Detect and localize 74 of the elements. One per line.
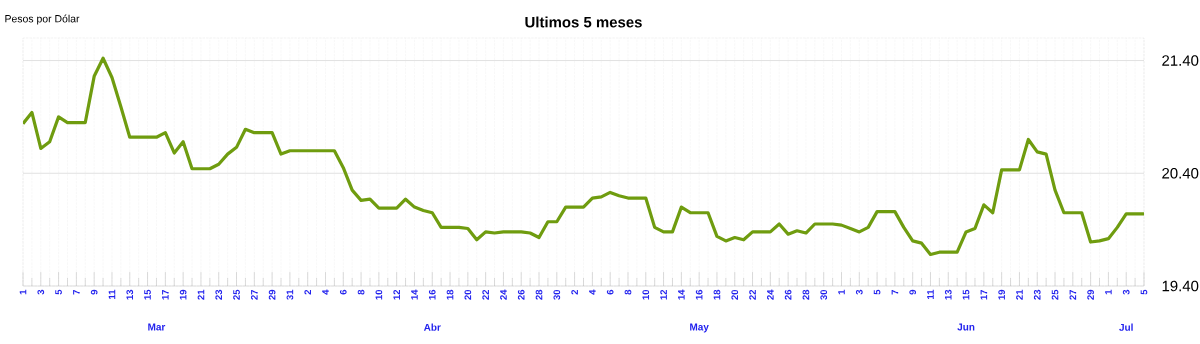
x-tick-label: 21 xyxy=(1016,289,1023,300)
x-tick-label: 5 xyxy=(55,289,62,295)
x-tick-label: 10 xyxy=(375,289,383,300)
x-tick-label: 26 xyxy=(784,289,792,300)
x-tick-label: 22 xyxy=(482,289,489,300)
x-tick-label: 8 xyxy=(357,289,365,295)
x-tick-label: 8 xyxy=(624,289,632,295)
x-tick-label: 21 xyxy=(197,289,205,300)
x-tick-label: 15 xyxy=(144,289,151,300)
x-tick-label: 1 xyxy=(1105,289,1112,295)
x-tick-label: 3 xyxy=(1122,289,1130,295)
x-tick-label: 2 xyxy=(571,289,578,295)
y-tick-label: 20.40 xyxy=(1162,167,1199,179)
x-tick-label: 23 xyxy=(1033,289,1041,300)
x-tick-label: 13 xyxy=(126,289,134,300)
x-tick-label: 5 xyxy=(1140,289,1148,295)
x-tick-label: 22 xyxy=(749,289,756,300)
x-tick-label: 23 xyxy=(215,289,223,300)
text: Jul xyxy=(1119,323,1133,331)
x-tick-label: 7 xyxy=(73,289,80,295)
x-tick-label: 18 xyxy=(713,289,721,300)
text: Jun xyxy=(957,323,975,331)
x-tick-label: 30 xyxy=(820,289,828,300)
x-tick-label: 1 xyxy=(19,289,27,295)
x-tick-label: 5 xyxy=(873,289,881,295)
x-tick-label: 12 xyxy=(660,289,667,300)
text: Abr xyxy=(423,323,441,331)
x-tick-label: 25 xyxy=(1051,289,1059,300)
x-tick-label: 6 xyxy=(606,289,614,295)
x-tick-label: 6 xyxy=(339,289,347,295)
x-tick-label: 28 xyxy=(802,289,810,300)
x-tick-label: 11 xyxy=(927,289,934,299)
x-tick-label: 19 xyxy=(179,289,187,300)
x-tick-label: 2 xyxy=(304,289,311,295)
x-tick-label: 12 xyxy=(393,289,400,300)
x-tick-label: 13 xyxy=(944,289,952,300)
x-tick-label: 11 xyxy=(108,289,116,299)
x-tick-label: 10 xyxy=(642,289,650,300)
x-tick-label: 18 xyxy=(446,289,454,300)
x-tick-label: 26 xyxy=(517,289,525,300)
x-tick-label: 7 xyxy=(891,289,899,295)
x-tick-label: 19 xyxy=(998,289,1005,300)
x-tick-label: 16 xyxy=(695,289,703,300)
x-tick-label: 15 xyxy=(962,289,970,300)
x-tick-label: 4 xyxy=(589,289,596,295)
x-tick-label: 24 xyxy=(767,289,774,300)
x-tick-label: 9 xyxy=(909,289,917,295)
x-tick-label: 29 xyxy=(1087,289,1094,300)
x-tick-label: 27 xyxy=(251,289,258,300)
x-tick-label: 31 xyxy=(286,289,294,300)
text: May xyxy=(690,323,709,333)
x-tick-label: 20 xyxy=(464,289,472,300)
x-tick-label: 17 xyxy=(162,289,169,300)
x-tick-label: 30 xyxy=(553,289,561,300)
text: Mar xyxy=(148,323,166,331)
x-tick-label: 16 xyxy=(428,289,436,300)
x-tick-label: 17 xyxy=(980,289,988,300)
x-tick-label: 3 xyxy=(37,289,45,295)
x-tick-label: 24 xyxy=(500,289,507,300)
x-tick-label: 25 xyxy=(233,289,240,300)
y-tick-label: 21.40 xyxy=(1162,55,1199,66)
x-tick-label: 20 xyxy=(731,289,739,300)
x-tick-label: 3 xyxy=(855,289,863,295)
y-tick-label: 19.40 xyxy=(1162,280,1199,292)
x-tick-label: 4 xyxy=(322,289,329,295)
x-tick-label: 1 xyxy=(838,289,845,295)
x-tick-label: 14 xyxy=(411,289,418,300)
x-tick-label: 27 xyxy=(1069,289,1077,300)
chart-title: Ultimos 5 meses xyxy=(525,16,642,28)
x-tick-label: 9 xyxy=(90,289,98,295)
x-tick-label: 28 xyxy=(535,289,543,300)
x-tick-label: 14 xyxy=(678,289,685,300)
y-axis-title: Pesos por Dólar xyxy=(5,14,80,25)
x-tick-label: 29 xyxy=(268,289,276,300)
